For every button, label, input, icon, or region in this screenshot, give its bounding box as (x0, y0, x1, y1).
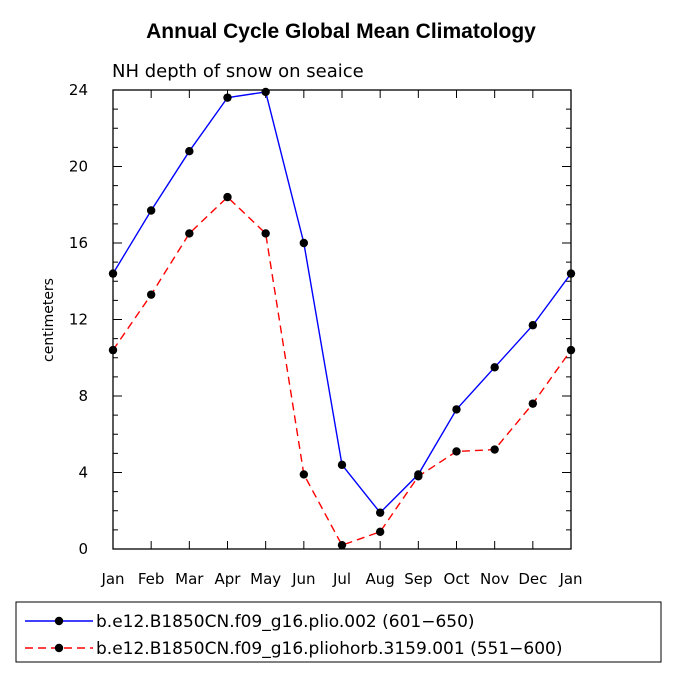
x-tick-label: May (250, 570, 281, 588)
series-1-point (223, 93, 232, 102)
y-tick-label: 4 (78, 464, 88, 482)
series-2-point (337, 540, 347, 550)
x-tick-label: Mar (175, 570, 204, 588)
series-2-point (261, 229, 270, 238)
x-tick-label: Jan (100, 570, 124, 588)
series-2-point (528, 399, 538, 408)
x-tick-label: Jan (558, 570, 582, 588)
y-tick-label: 0 (78, 540, 88, 558)
series-1-point (185, 147, 194, 156)
series-1-point (528, 321, 538, 330)
legend: b.e12.B1850CN.f09_g16.plio.002 (601−650)… (15, 601, 662, 663)
series-line-1 (112, 91, 572, 514)
series-2-point (414, 472, 423, 481)
plot-frame (112, 89, 572, 550)
chart-subtitle: NH depth of snow on seaice (112, 61, 364, 82)
x-tick-label: Sep (404, 570, 432, 588)
legend-box (15, 601, 662, 663)
x-tick-label: Apr (215, 570, 242, 588)
legend-marker-1 (54, 616, 64, 626)
series-lines (112, 91, 572, 547)
series-2-point (146, 290, 156, 299)
series-1-point (261, 87, 270, 97)
series-2-point (490, 445, 499, 454)
y-tick-label: 8 (78, 387, 88, 405)
x-tick-label: Dec (518, 570, 547, 588)
x-tick-labels: Jan Feb Mar Apr May Jun Jul Aug Sep Oct Nov Dec Jan (100, 570, 582, 588)
series-2-point (566, 345, 576, 355)
series-2-point (452, 447, 461, 456)
x-tick-label: Jun (291, 570, 315, 588)
y-tick-label: 16 (69, 234, 88, 252)
series-2-point (299, 470, 309, 479)
y-tick-label: 20 (69, 158, 88, 176)
x-tick-label: Jul (332, 570, 351, 588)
series-1-point (375, 508, 385, 517)
x-tick-label: Nov (480, 570, 509, 588)
legend-label-2: b.e12.B1850CN.f09_g16.pliohorb.3159.001 … (96, 639, 562, 659)
x-tick-label: Aug (366, 570, 395, 588)
x-tick-label: Oct (444, 570, 470, 588)
y-tick-label: 24 (69, 81, 88, 99)
series-1-point (490, 363, 499, 372)
series-1-point (299, 238, 309, 248)
y-tick-label: 12 (69, 311, 88, 329)
series-2-point (375, 527, 385, 536)
y-tick-labels: 0 4 8 12 16 20 24 (69, 81, 88, 558)
legend-label-1: b.e12.B1850CN.f09_g16.plio.002 (601−650) (96, 612, 475, 632)
series-1-point (337, 460, 347, 470)
series-1-point (146, 206, 156, 215)
series-2-point (185, 229, 194, 238)
y-axis-label: centimeters (41, 278, 57, 362)
legend-marker-2 (54, 643, 64, 653)
series-1-point (452, 405, 461, 414)
chart-title: Annual Cycle Global Mean Climatology (146, 20, 536, 43)
plot-border (112, 89, 572, 550)
series-line-2 (112, 196, 572, 547)
axis-ticks (112, 89, 572, 550)
x-tick-label: Feb (138, 570, 165, 588)
series-1-point (108, 269, 118, 278)
series-2-point (223, 192, 232, 202)
series-2-point (108, 345, 118, 355)
series-1-point (566, 269, 576, 278)
series-points (108, 87, 576, 550)
